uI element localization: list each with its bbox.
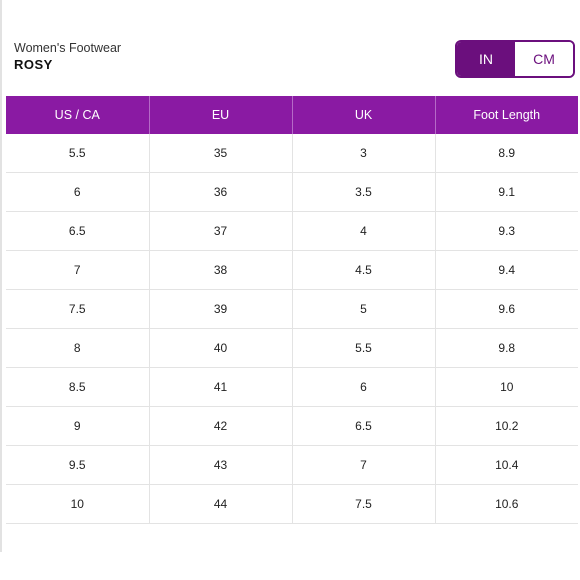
cell-uk: 5.5 [291, 328, 435, 368]
cell-foot-length: 9.4 [434, 250, 578, 290]
product-header: Women's Footwear ROSY [14, 40, 121, 74]
cell-us-ca: 7 [6, 250, 149, 290]
cell-eu: 39 [148, 289, 292, 329]
cell-foot-length: 10.6 [434, 484, 578, 524]
column-header-us-ca: US / CA [6, 96, 149, 134]
cell-eu: 40 [148, 328, 292, 368]
cell-uk: 5 [291, 289, 435, 329]
cell-foot-length: 10.2 [434, 406, 578, 446]
column-header-eu: EU [148, 96, 292, 134]
cell-eu: 35 [148, 134, 292, 173]
unit-option-cm[interactable]: CM [515, 42, 573, 76]
cell-us-ca: 6 [6, 172, 149, 212]
product-name: ROSY [14, 57, 53, 72]
table-row: 6.5 37 4 9.3 [6, 211, 578, 251]
table-row: 8.5 41 6 10 [6, 367, 578, 407]
product-category: Women's Footwear [14, 41, 122, 55]
column-header-foot-length: Foot Length [434, 96, 578, 134]
cell-us-ca: 6.5 [6, 211, 149, 251]
cell-foot-length: 9.1 [434, 172, 578, 212]
table-row: 8 40 5.5 9.8 [6, 328, 578, 368]
cell-us-ca: 10 [6, 484, 149, 524]
cell-eu: 42 [148, 406, 292, 446]
cell-eu: 36 [148, 172, 292, 212]
column-header-uk: UK [291, 96, 435, 134]
cell-foot-length: 10.4 [434, 445, 578, 485]
table-row: 6 36 3.5 9.1 [6, 172, 578, 212]
cell-uk: 4.5 [291, 250, 435, 290]
cell-us-ca: 7.5 [6, 289, 149, 329]
cell-eu: 43 [148, 445, 292, 485]
unit-toggle[interactable]: IN CM [455, 40, 575, 78]
table-row: 5.5 35 3 8.9 [6, 134, 578, 173]
cell-foot-length: 10 [434, 367, 578, 407]
table-row: 7 38 4.5 9.4 [6, 250, 578, 290]
unit-option-in[interactable]: IN [457, 42, 515, 76]
table-row: 10 44 7.5 10.6 [6, 484, 578, 524]
cell-eu: 44 [148, 484, 292, 524]
cell-foot-length: 9.3 [434, 211, 578, 251]
cell-eu: 41 [148, 367, 292, 407]
cell-eu: 37 [148, 211, 292, 251]
cell-us-ca: 5.5 [6, 134, 149, 173]
cell-uk: 3 [291, 134, 435, 173]
cell-uk: 6.5 [291, 406, 435, 446]
cell-uk: 7 [291, 445, 435, 485]
table-header-row: US / CA EU UK Foot Length [6, 96, 578, 134]
table-row: 9.5 43 7 10.4 [6, 445, 578, 485]
cell-uk: 4 [291, 211, 435, 251]
cell-foot-length: 8.9 [434, 134, 578, 173]
cell-us-ca: 8 [6, 328, 149, 368]
cell-us-ca: 9.5 [6, 445, 149, 485]
size-chart-table: US / CA EU UK Foot Length 5.5 35 3 8.9 6 36 3.… [6, 96, 578, 524]
cell-foot-length: 9.8 [434, 328, 578, 368]
page-edge-divider [0, 0, 2, 552]
table-row: 9 42 6.5 10.2 [6, 406, 578, 446]
cell-foot-length: 9.6 [434, 289, 578, 329]
cell-uk: 6 [291, 367, 435, 407]
size-rows: 5.5 35 3 8.9 6 36 3.5 9.1 6.5 37 4 9.3 7 38 4.5 9.4 7.5 3… [6, 134, 578, 524]
cell-uk: 3.5 [291, 172, 435, 212]
cell-us-ca: 9 [6, 406, 149, 446]
cell-uk: 7.5 [291, 484, 435, 524]
table-row: 7.5 39 5 9.6 [6, 289, 578, 329]
cell-eu: 38 [148, 250, 292, 290]
cell-us-ca: 8.5 [6, 367, 149, 407]
